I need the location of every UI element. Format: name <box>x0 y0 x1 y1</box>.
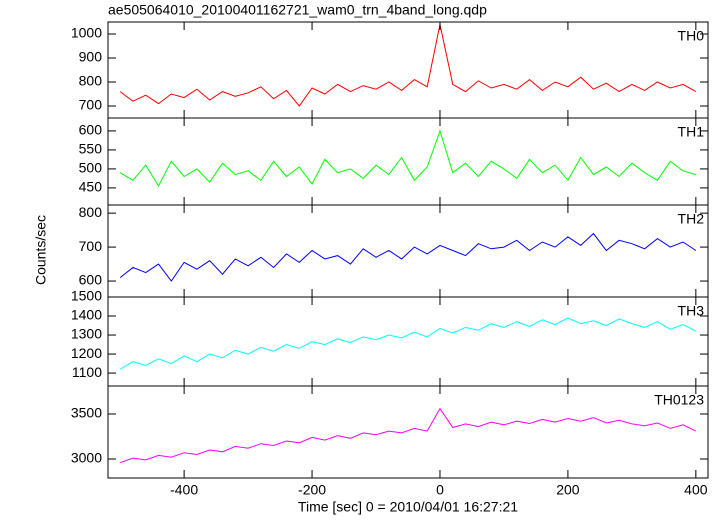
y-tick-label: 700 <box>79 238 103 254</box>
panel-frame <box>107 385 709 479</box>
data-line <box>119 317 697 370</box>
y-tick-label: 1400 <box>71 307 102 323</box>
y-tick-label: 1100 <box>72 364 102 380</box>
y-tick-label: 800 <box>79 73 103 89</box>
chart-title: ae505064010_20100401162721_wam0_trn_4ban… <box>108 2 487 18</box>
y-tick-label: 550 <box>79 141 103 157</box>
y-tick-label: 3500 <box>71 405 102 421</box>
y-tick-label: 600 <box>79 122 103 138</box>
y-tick-label: 700 <box>79 97 103 113</box>
data-line <box>119 129 696 188</box>
panel-label: TH2 <box>678 211 705 227</box>
y-tick-label: 800 <box>79 204 103 220</box>
panel-frame <box>107 296 709 387</box>
x-axis-label: Time [sec] 0 = 2010/04/01 16:27:21 <box>298 499 518 515</box>
y-tick-label: 3000 <box>71 450 102 466</box>
x-tick-label: -200 <box>298 482 326 498</box>
y-tick-label: 600 <box>79 272 103 288</box>
y-tick-label: 900 <box>79 49 103 65</box>
panel-frame <box>107 204 709 298</box>
data-line <box>119 407 697 464</box>
y-tick-label: 1300 <box>71 326 102 342</box>
panel-label: TH3 <box>678 303 705 319</box>
data-line <box>119 232 697 282</box>
y-tick-label: 1500 <box>71 288 102 304</box>
panel-frame <box>107 117 709 206</box>
x-tick-label: 400 <box>684 482 708 498</box>
y-tick-label: 1000 <box>71 25 102 41</box>
panel-frame <box>107 21 709 119</box>
panel-label: TH0 <box>678 28 705 44</box>
x-tick-label: 0 <box>436 482 444 498</box>
panel-label: TH1 <box>678 124 705 140</box>
x-tick-label: 200 <box>556 482 580 498</box>
y-tick-label: 1200 <box>71 345 102 361</box>
panel-label: TH0123 <box>654 392 704 408</box>
y-tick-label: 450 <box>79 179 103 195</box>
y-axis-label: Counts/sec <box>33 215 49 285</box>
data-line <box>119 24 697 107</box>
y-tick-label: 500 <box>79 160 103 176</box>
x-tick-label: -400 <box>170 482 198 498</box>
